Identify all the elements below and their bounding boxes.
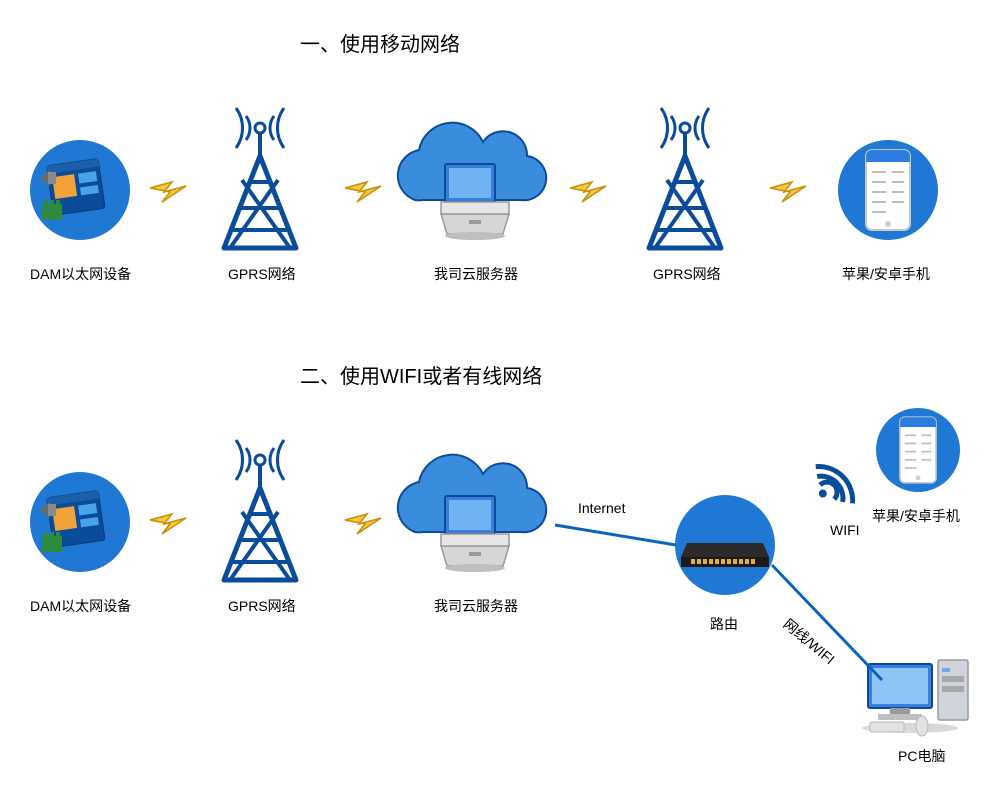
internet-edge-label: Internet [578, 500, 625, 516]
dam-label-2: DAM以太网设备 [30, 596, 131, 616]
gprs-label-3: GPRS网络 [228, 596, 296, 616]
gprs-tower-icon-2 [649, 108, 721, 248]
bolt-icon [150, 514, 186, 534]
cloud-label-2: 我司云服务器 [434, 596, 518, 616]
cloud-server-icon [398, 455, 546, 572]
phone-circle [876, 408, 960, 492]
bolt-icon [345, 514, 381, 534]
gprs-label: GPRS网络 [228, 264, 296, 284]
section1-graphics [30, 108, 938, 248]
router-label: 路由 [710, 614, 738, 634]
diagram-canvas [0, 0, 1000, 792]
section1-title: 一、使用移动网络 [300, 28, 460, 57]
gprs-tower-icon [224, 440, 296, 580]
phone-label: 苹果/安卓手机 [842, 264, 930, 284]
lan-edge-label: 网线/WIFI [779, 614, 839, 669]
phone-icon [866, 150, 910, 230]
gprs-label-2: GPRS网络 [653, 264, 721, 284]
dam-device-icon [30, 472, 130, 572]
bolt-icon [770, 182, 806, 202]
section2-title: 二、使用WIFI或者有线网络 [300, 360, 542, 389]
phone-label-2: 苹果/安卓手机 [872, 506, 960, 526]
section2-graphics [30, 408, 968, 736]
wifi-edge-label: WIFI [830, 522, 860, 538]
pc-label: PC电脑 [898, 746, 945, 766]
bolt-icon [570, 182, 606, 202]
internet-line [555, 525, 676, 545]
cloud-server-icon [398, 123, 546, 240]
bolt-icon [345, 182, 381, 202]
phone-circle [838, 140, 938, 240]
cloud-label: 我司云服务器 [434, 264, 518, 284]
pc-icon [862, 660, 968, 736]
dam-label: DAM以太网设备 [30, 264, 131, 284]
gprs-tower-icon [224, 108, 296, 248]
phone-icon [900, 417, 936, 483]
bolt-icon [150, 182, 186, 202]
router-icon [675, 495, 775, 595]
dam-device-icon [30, 140, 130, 240]
wifi-icon [816, 458, 861, 503]
